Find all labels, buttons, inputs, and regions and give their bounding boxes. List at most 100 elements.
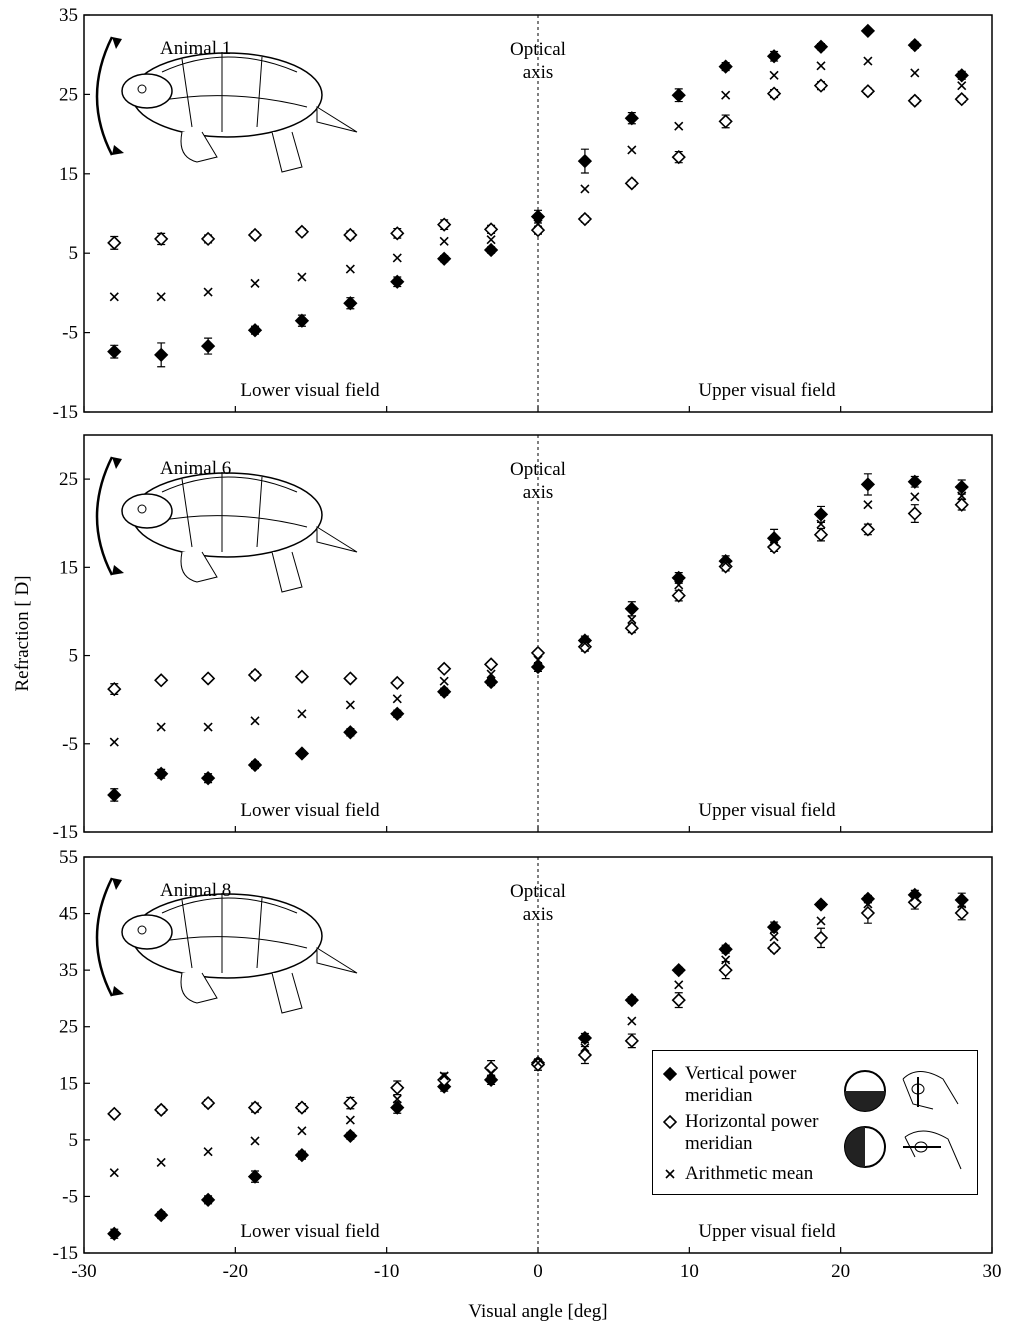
mean-marker (864, 57, 872, 65)
vertical-marker (720, 943, 732, 955)
horizontal-marker (815, 932, 827, 944)
mean-marker (251, 1137, 259, 1145)
vertical-marker (155, 1209, 167, 1221)
x-axis-label: Visual angle [deg] (468, 1301, 607, 1322)
horizontal-marker (108, 683, 120, 695)
legend-label: Horizontal power meridian (685, 1111, 845, 1155)
vertical-marker (720, 61, 732, 73)
vertical-marker (202, 340, 214, 352)
y-tick-label: 25 (59, 84, 78, 105)
mean-marker (487, 236, 495, 244)
horizontal-marker (956, 93, 968, 105)
horizontal-marker (108, 1108, 120, 1120)
mean-marker (204, 723, 212, 731)
y-tick-label: 35 (59, 960, 78, 981)
annotation: Optical (510, 881, 566, 902)
vertical-marker (956, 69, 968, 81)
vertical-marker (626, 112, 638, 124)
horizontal-marker (862, 85, 874, 97)
mean-marker (770, 71, 778, 79)
vertical-marker (673, 964, 685, 976)
mean-marker (110, 738, 118, 746)
annotation: axis (523, 904, 554, 925)
legend-label: Vertical power meridian (685, 1063, 845, 1107)
mean-marker (675, 122, 683, 130)
vertical-marker (249, 759, 261, 771)
vertical-marker (626, 994, 638, 1006)
x-tick-label: 30 (983, 1261, 1002, 1282)
vertical-marker (862, 478, 874, 490)
horizontal-marker (956, 499, 968, 511)
vertical-marker (391, 708, 403, 720)
vertical-marker (438, 686, 450, 698)
mean-marker (722, 91, 730, 99)
mean-marker (675, 981, 683, 989)
x-tick-label: -20 (223, 1261, 248, 1282)
horizontal-marker (296, 1102, 308, 1114)
legend-marker (666, 1170, 674, 1178)
y-axis-label: Refraction [ D] (12, 575, 33, 691)
mean-marker (958, 82, 966, 90)
panel-title: Animal 6 (160, 458, 231, 479)
horizontal-marker (815, 529, 827, 541)
vertical-marker (768, 921, 780, 933)
horizontal-marker (155, 674, 167, 686)
vertical-marker (344, 1130, 356, 1142)
vertical-marker (815, 41, 827, 53)
annotation: axis (523, 482, 554, 503)
horizontal-marker (673, 590, 685, 602)
horizontal-marker (862, 523, 874, 535)
vertical-marker (155, 349, 167, 361)
horizontal-marker (768, 88, 780, 100)
mean-marker (393, 254, 401, 262)
vertical-marker (532, 661, 544, 673)
legend-marker (664, 1116, 676, 1128)
vertical-marker (532, 211, 544, 223)
x-tick-label: 10 (680, 1261, 699, 1282)
vertical-marker (579, 1032, 591, 1044)
horizontal-marker (344, 672, 356, 684)
vertical-marker (296, 747, 308, 759)
horizontal-marker (485, 223, 497, 235)
horizontal-marker (344, 1097, 356, 1109)
legend-icons (843, 1059, 963, 1189)
mean-marker (204, 1148, 212, 1156)
vertical-marker (909, 476, 921, 488)
vertical-marker (391, 276, 403, 288)
horizontal-marker (626, 1035, 638, 1047)
horizontal-marker (815, 80, 827, 92)
y-tick-label: -5 (62, 734, 78, 755)
vertical-marker (155, 768, 167, 780)
mean-marker (440, 677, 448, 685)
vertical-marker (108, 789, 120, 801)
y-tick-label: 15 (59, 557, 78, 578)
horizontal-marker (249, 669, 261, 681)
mean-marker (204, 288, 212, 296)
vertical-marker (344, 726, 356, 738)
y-tick-label: 5 (69, 1130, 79, 1151)
horizontal-marker (249, 1102, 261, 1114)
legend-symbol (663, 1111, 677, 1133)
vertical-marker (815, 899, 827, 911)
page: -15-55152535Animal 1OpticalaxisLower vis… (0, 0, 1021, 1326)
mean-marker (440, 237, 448, 245)
annotation: axis (523, 62, 554, 83)
vertical-marker (296, 1149, 308, 1161)
horizontal-marker (673, 151, 685, 163)
y-tick-label: -5 (62, 323, 78, 344)
horizontal-marker (155, 233, 167, 245)
horizontal-marker (485, 658, 497, 670)
vertical-marker (956, 481, 968, 493)
legend-symbol (663, 1163, 677, 1185)
horizontal-marker (438, 663, 450, 675)
horizontal-marker (202, 672, 214, 684)
panel-title: Animal 1 (160, 38, 231, 59)
vertical-marker (579, 155, 591, 167)
mean-marker (298, 273, 306, 281)
legend-entry: Arithmetic mean (663, 1163, 845, 1185)
vertical-marker (202, 1194, 214, 1206)
y-tick-label: 15 (59, 164, 78, 185)
vertical-marker (249, 324, 261, 336)
vertical-marker (438, 253, 450, 265)
legend-symbol (663, 1063, 677, 1085)
